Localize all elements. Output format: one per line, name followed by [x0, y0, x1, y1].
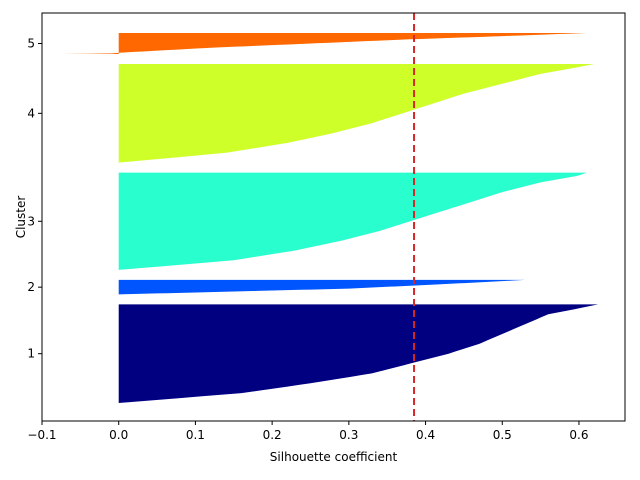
y-tick-label: 5	[27, 37, 35, 51]
x-tick-label: 0.0	[109, 428, 128, 442]
x-tick-label: 0.6	[569, 428, 588, 442]
x-tick-label: 0.3	[339, 428, 358, 442]
cluster-2-silhouette	[118, 279, 526, 295]
plot-frame	[41, 12, 626, 422]
cluster-1-silhouette	[118, 304, 599, 403]
x-tick-label: 0.5	[493, 428, 512, 442]
cluster-5-silhouette	[61, 33, 587, 55]
y-tick-label: 1	[27, 347, 35, 361]
cluster-silhouettes	[61, 33, 599, 403]
y-tick-label: 3	[27, 214, 35, 228]
y-axis-ticks: 1 2 3 4 5	[27, 37, 42, 361]
y-tick-label: 4	[27, 106, 35, 120]
cluster-4-silhouette	[118, 64, 595, 163]
y-axis-label: Cluster	[14, 196, 28, 239]
x-tick-label: −0.1	[27, 428, 56, 442]
y-tick-label: 2	[27, 280, 35, 294]
x-axis-label: Silhouette coefficient	[270, 450, 398, 464]
cluster-3-silhouette	[118, 172, 587, 270]
x-axis-ticks: −0.1 0.0 0.1 0.2 0.3 0.4 0.5 0.6	[27, 421, 589, 442]
x-tick-label: 0.1	[186, 428, 205, 442]
x-tick-label: 0.4	[416, 428, 435, 442]
x-tick-label: 0.2	[263, 428, 282, 442]
